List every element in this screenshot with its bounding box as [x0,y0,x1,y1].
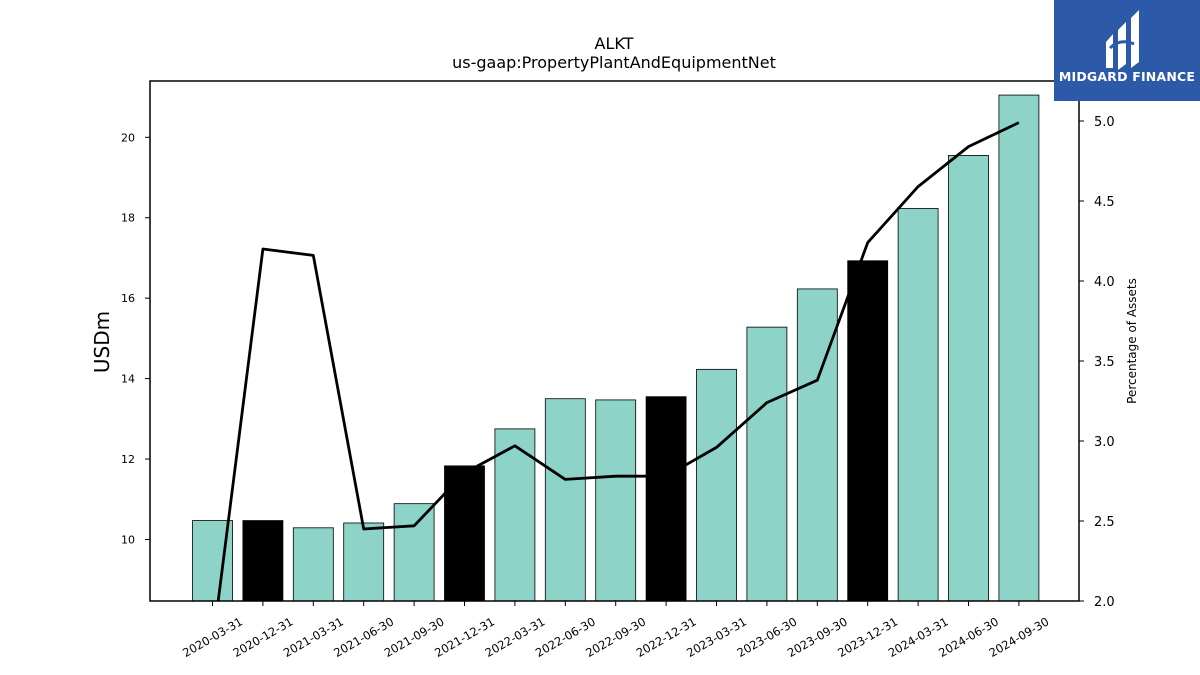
y2-tick-label: 4.5 [1094,195,1115,210]
bar-2021-03-31 [292,527,334,602]
bar-2022-06-30 [544,398,586,602]
y2-axis-label: Percentage of Assets [1125,278,1139,404]
y-tick-label: 20 [121,131,135,144]
y-axis-label: USDm [90,311,114,373]
y2-tick-label: 4.0 [1094,275,1115,290]
x-axis-ticks: 2020-03-312020-12-312021-03-312021-06-30… [180,601,1051,660]
bar-2022-09-30 [595,399,637,602]
y2-tick-label: 5.0 [1094,115,1115,130]
bar-2024-03-31 [897,208,939,602]
y2-tick-label: 3.0 [1094,435,1115,450]
bar-2022-12-31 [645,396,687,602]
bar-2023-06-30 [746,326,788,602]
logo: MIDGARD FINANCE [1054,0,1200,101]
y-tick-label: 16 [121,292,135,305]
bar-2022-03-31 [494,428,536,602]
bar-2023-12-31 [847,260,889,602]
bar-2020-12-31 [242,520,284,602]
line-series [216,121,1020,601]
bar-2023-03-31 [696,368,737,602]
right-axis-ticks: 2.0 2.5 3.0 3.5 4.0 4.5 5.0 [1079,115,1115,610]
y2-tick-label: 2.0 [1094,595,1115,610]
bar-2023-09-30 [796,288,838,602]
bar-2021-09-30 [393,503,435,602]
logo-text: MIDGARD FINANCE [1058,69,1196,84]
y2-tick-label: 2.5 [1094,515,1115,530]
y2-tick-label: 3.5 [1094,355,1115,370]
bar-series [192,94,1040,602]
y-tick-label: 12 [121,453,135,466]
y-tick-label: 18 [121,212,135,225]
bar-2024-06-30 [948,155,989,602]
chart-subtitle: us-gaap:PropertyPlantAndEquipmentNet [452,53,776,72]
bar-2021-06-30 [343,522,385,602]
left-axis-ticks: 10 12 14 16 18 20 [121,131,150,546]
y-tick-label: 10 [121,533,135,546]
plot-frame [149,80,1080,602]
bar-2024-09-30 [998,94,1040,602]
logo-mark-icon [1106,10,1139,70]
chart-title: ALKT [595,34,634,53]
y-tick-label: 14 [121,373,135,386]
